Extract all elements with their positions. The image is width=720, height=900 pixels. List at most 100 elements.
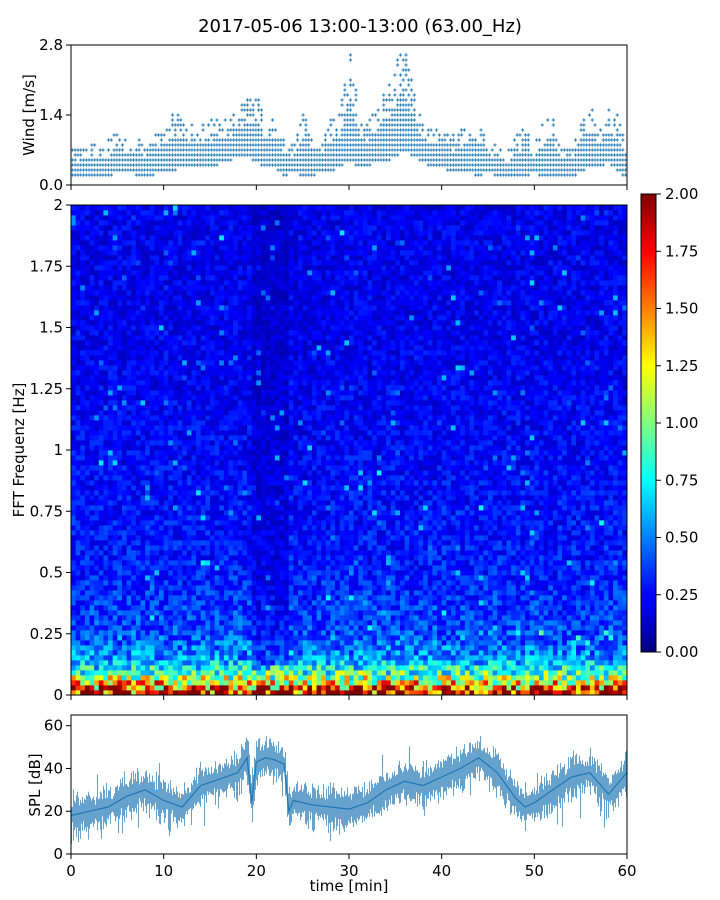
spectrogram-cell [71, 570, 77, 576]
spectrogram-cell [200, 585, 206, 591]
spectrogram-cell [233, 685, 239, 691]
spectrogram-cell [219, 430, 225, 436]
spectrogram-cell [191, 535, 197, 541]
spectrogram-cell [117, 445, 123, 451]
spectrogram-cell [154, 435, 160, 441]
spectrogram-cell [80, 430, 86, 436]
wind-marker [407, 118, 411, 122]
wind-marker [343, 113, 347, 117]
spectrogram-cell [210, 425, 216, 431]
spectrogram-cell [228, 355, 234, 361]
wind-marker [401, 93, 405, 97]
spectrogram-cell [149, 250, 155, 256]
wind-marker [415, 133, 419, 137]
spectrogram-cell [210, 670, 216, 676]
spectrogram-cell [145, 580, 151, 586]
wind-marker [393, 73, 397, 77]
spectrogram-cell [168, 635, 174, 641]
spectrogram-cell [75, 360, 81, 366]
spectrogram-cell [94, 370, 100, 376]
spectrogram-cell [140, 475, 146, 481]
spectrogram-cell [112, 555, 118, 561]
wind-marker [193, 143, 197, 147]
wind-marker [159, 148, 163, 152]
spectrogram-cell [205, 215, 211, 221]
spectrogram-cell [126, 425, 132, 431]
spectrogram-cell [121, 310, 127, 316]
wind-marker [131, 158, 136, 162]
spectrogram-cell [168, 215, 174, 221]
spectrogram-cell [149, 205, 155, 211]
spectrogram-cell [223, 380, 229, 386]
wind-marker [482, 168, 486, 172]
spectrogram-cell [71, 485, 77, 491]
spectrogram-cell [98, 220, 104, 226]
spectrogram-cell [228, 350, 234, 356]
wind-marker [487, 158, 491, 162]
wind-marker [607, 123, 611, 127]
wind-marker [423, 153, 428, 157]
wind-marker [104, 163, 108, 167]
spectrogram-cell [149, 395, 155, 401]
wind-marker [357, 158, 361, 162]
spectrogram-cell [140, 435, 146, 441]
spectrogram-cell [172, 490, 178, 496]
spectrogram-cell [71, 240, 77, 246]
spectrogram-cell [98, 605, 104, 611]
wind-marker [243, 138, 247, 142]
wind-marker [454, 148, 458, 152]
spectrogram-cell [159, 370, 165, 376]
spectrogram-cell [182, 635, 188, 641]
spectrogram-cell [75, 515, 81, 521]
wind-marker [329, 118, 333, 122]
spectrogram-cell [121, 380, 127, 386]
spectrogram-cell [233, 515, 239, 521]
wind-marker [529, 158, 533, 162]
wind-marker [373, 143, 378, 147]
wind-marker [404, 133, 408, 137]
spectrogram-cell [94, 375, 100, 381]
wind-marker [170, 158, 175, 162]
wind-marker [123, 158, 127, 162]
spectrogram-cell [126, 515, 132, 521]
spectrogram-cell [103, 330, 109, 336]
spectrogram-cell [80, 530, 86, 536]
spectrogram-cell [172, 325, 178, 331]
spectrogram-cell [89, 490, 95, 496]
spectrogram-cell [182, 215, 188, 221]
spectrogram-cell [112, 530, 118, 536]
wind-marker [334, 138, 339, 142]
spectrogram-cell [94, 285, 100, 291]
spectrogram-cell [98, 620, 104, 626]
spectrogram-cell [163, 230, 169, 236]
spectrogram-cell [135, 655, 141, 661]
wind-marker [418, 138, 422, 142]
spectrogram-cell [168, 410, 174, 416]
spectrogram-cell [94, 300, 100, 306]
spectrogram-cell [131, 625, 137, 631]
spectrogram-cell [233, 450, 239, 456]
spectrogram-cell [108, 390, 114, 396]
spectrogram-cell [117, 270, 123, 276]
wind-marker [382, 153, 386, 157]
spectrogram-cell [172, 575, 178, 581]
spectrogram-cell [80, 220, 86, 226]
spectrogram-cell [108, 615, 114, 621]
wind-marker [610, 148, 614, 152]
spectrogram-cell [172, 665, 178, 671]
spectrogram-cell [219, 420, 225, 426]
spectrogram-cell [200, 210, 206, 216]
wind-marker [418, 148, 422, 152]
wind-marker [448, 138, 453, 142]
spectrogram-cell [75, 240, 81, 246]
spectrogram-cell [140, 215, 146, 221]
spectrogram-cell [149, 235, 155, 241]
wind-marker [120, 153, 125, 157]
spectrogram-cell [89, 360, 95, 366]
spectrogram-cell [126, 495, 132, 501]
spectrogram-cell [98, 600, 104, 606]
spectrogram-cell [177, 415, 183, 421]
wind-marker [610, 138, 614, 142]
spectrogram-cell [89, 290, 95, 296]
spectrogram-cell [214, 460, 220, 466]
